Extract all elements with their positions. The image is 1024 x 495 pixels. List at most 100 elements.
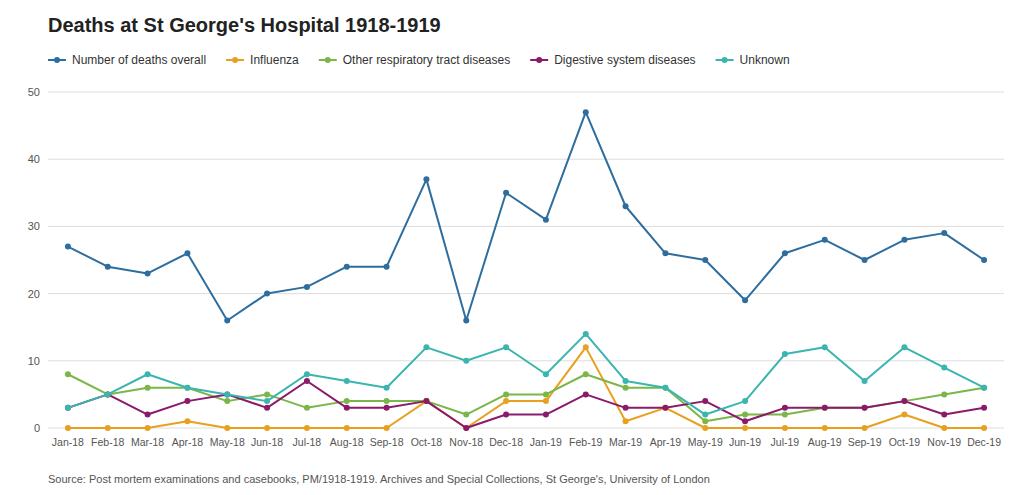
marker	[702, 398, 708, 404]
marker	[145, 412, 151, 418]
grid-line	[48, 293, 1004, 294]
marker	[105, 391, 111, 397]
marker	[105, 264, 111, 270]
marker	[623, 385, 629, 391]
x-tick-label: Jan-19	[530, 436, 562, 448]
marker	[941, 230, 947, 236]
marker	[862, 425, 868, 431]
x-tick-label: May-18	[210, 436, 245, 448]
marker	[264, 291, 270, 297]
marker	[264, 398, 270, 404]
marker	[384, 264, 390, 270]
x-tick-label: Aug-18	[330, 436, 364, 448]
marker	[463, 412, 469, 418]
x-tick-label: Jun-19	[729, 436, 761, 448]
marker	[862, 378, 868, 384]
marker	[145, 270, 151, 276]
x-tick-label: Mar-19	[609, 436, 642, 448]
legend: Number of deaths overall Influenza Other r…	[48, 53, 790, 67]
marker	[583, 109, 589, 115]
marker	[384, 425, 390, 431]
line	[68, 334, 984, 415]
title: Deaths at St George's Hospital 1918-1919	[48, 14, 441, 36]
grid-line	[48, 92, 1004, 93]
marker	[702, 418, 708, 424]
marker	[503, 190, 509, 196]
marker	[662, 405, 668, 411]
marker	[463, 425, 469, 431]
marker	[423, 398, 429, 404]
x-tick-label: Feb-18	[91, 436, 124, 448]
legend-item: Number of deaths overall	[48, 53, 206, 67]
x-tick-label: Apr-19	[650, 436, 682, 448]
y-tick-label: 10	[28, 355, 40, 367]
marker	[702, 257, 708, 263]
x-tick-label: Jan-18	[52, 436, 84, 448]
marker	[184, 385, 190, 391]
marker	[423, 398, 429, 404]
legend-label: Influenza	[250, 53, 299, 67]
marker	[184, 398, 190, 404]
marker	[264, 405, 270, 411]
marker	[782, 425, 788, 431]
marker	[623, 203, 629, 209]
y-tick-label: 20	[28, 288, 40, 300]
x-tick-label: Jul-18	[293, 436, 322, 448]
marker	[662, 385, 668, 391]
line	[68, 347, 984, 428]
marker	[822, 425, 828, 431]
marker	[822, 344, 828, 350]
marker	[224, 425, 230, 431]
marker	[65, 371, 71, 377]
marker	[224, 317, 230, 323]
marker	[822, 405, 828, 411]
marker	[822, 405, 828, 411]
marker	[782, 250, 788, 256]
marker	[862, 405, 868, 411]
x-tick-label: Feb-19	[569, 436, 602, 448]
legend-swatch-marker	[325, 57, 331, 63]
y-tick-label: 0	[34, 422, 40, 434]
marker	[901, 398, 907, 404]
x-axis: Jan-18Feb-18Mar-18Apr-18May-18Jun-18Jul-…	[52, 436, 1001, 448]
marker	[742, 297, 748, 303]
marker	[583, 344, 589, 350]
x-tick-label: Nov-19	[927, 436, 961, 448]
marker	[105, 391, 111, 397]
marker	[184, 418, 190, 424]
marker	[583, 331, 589, 337]
legend-swatch-marker	[232, 57, 238, 63]
marker	[105, 391, 111, 397]
marker	[264, 391, 270, 397]
marker	[384, 398, 390, 404]
x-tick-label: Sep-19	[848, 436, 882, 448]
annotation: Source: Post mortem examinations and cas…	[48, 473, 710, 485]
x-tick-label: Jun-18	[251, 436, 283, 448]
marker	[344, 378, 350, 384]
marker	[941, 365, 947, 371]
legend-item: Unknown	[716, 53, 790, 67]
y-tick-label: 50	[28, 86, 40, 98]
marker	[463, 425, 469, 431]
marker	[981, 385, 987, 391]
marker	[782, 351, 788, 357]
marker	[224, 398, 230, 404]
legend-item: Other respiratory tract diseases	[319, 53, 510, 67]
line	[68, 112, 984, 320]
marker	[384, 405, 390, 411]
y-axis: 01020304050	[28, 86, 1004, 434]
marker	[543, 391, 549, 397]
marker	[543, 412, 549, 418]
marker	[901, 237, 907, 243]
marker	[304, 284, 310, 290]
marker	[583, 371, 589, 377]
marker	[503, 412, 509, 418]
marker	[304, 378, 310, 384]
x-tick-label: Nov-18	[449, 436, 483, 448]
plot-area	[65, 109, 987, 431]
x-tick-label: Aug-19	[808, 436, 842, 448]
marker	[384, 385, 390, 391]
series	[65, 378, 987, 431]
legend-item: Digestive system diseases	[530, 53, 695, 67]
marker	[145, 425, 151, 431]
